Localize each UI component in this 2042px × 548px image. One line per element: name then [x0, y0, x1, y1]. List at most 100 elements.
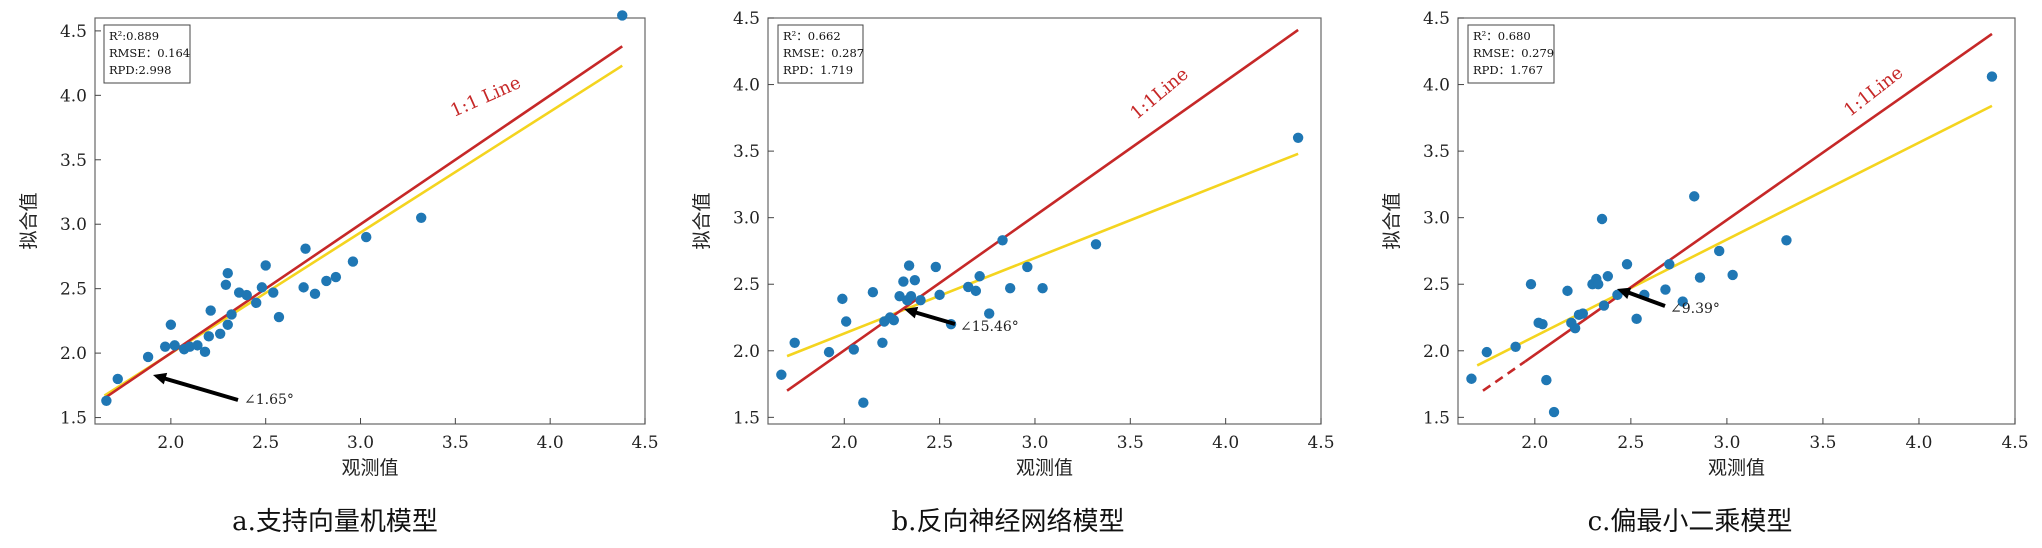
panel-a-x-tick-label: 3.0 — [347, 433, 374, 453]
panel-b-data-point — [997, 235, 1008, 246]
panel-b-data-point — [840, 316, 852, 327]
panel-a: 2.0 2.5 3.0 3.5 4.0 4.5 1.5 2.0 2.5 3.0 3.5 4.0 4.5 观… — [18, 10, 659, 537]
panel-a-data-point — [298, 282, 309, 293]
panel-a-x-tick-label: 2.0 — [157, 433, 184, 453]
panel-c-data-point — [1727, 269, 1738, 281]
panel-c-y-tick-label: 3.0 — [1423, 209, 1450, 229]
panel-b-data-point — [930, 261, 942, 273]
panel-b-data-point — [848, 344, 860, 355]
panel-c-plot-frame — [1457, 17, 2016, 425]
panel-b-data-point — [894, 291, 905, 302]
panel-c-data-point — [1677, 296, 1688, 307]
panel-a-data-point — [347, 256, 359, 267]
panel-c-ref-line-label: 1:1Line — [1840, 62, 1907, 121]
panel-a-stats-box — [103, 24, 191, 84]
panel-a-y-tick-label: 2.0 — [60, 344, 87, 364]
panel-c-angle-label: ∠9.39° — [1670, 301, 1720, 317]
panel-b-data-point — [984, 308, 995, 319]
panel-c-data-point — [1541, 374, 1552, 386]
panel-c-data-point — [1596, 213, 1608, 225]
panel-c-data-point — [1466, 373, 1477, 384]
panel-c-ref-line-dashed — [1482, 360, 1526, 392]
panel-c-x-tick-label: 4.0 — [1905, 433, 1932, 453]
panel-b-data-point — [915, 295, 926, 306]
panel-c-y-tick-label: 1.5 — [1423, 408, 1450, 428]
panel-b-data-point — [903, 260, 915, 271]
panel-c-x-axis-title: 观测值 — [1708, 457, 1765, 479]
panel-c-x-tick-label: 3.5 — [1809, 433, 1836, 453]
panel-c-data-point — [1569, 322, 1581, 334]
panel-b-y-tick-label: 1.5 — [733, 408, 760, 428]
panel-b-data-point — [1037, 283, 1048, 294]
panel-a-stat-line: RPD:2.998 — [109, 63, 171, 77]
panel-b-data-point — [1292, 132, 1304, 144]
panel-c-data-point — [1510, 341, 1521, 352]
panel-a-data-point — [330, 271, 342, 283]
panel-b-data-point — [888, 314, 900, 326]
panel-c-data-point — [1537, 318, 1548, 330]
panel-b-data-point — [898, 276, 909, 287]
panel-c-stat-line: RMSE：0.279 — [1473, 46, 1554, 60]
panel-a-data-point — [256, 282, 268, 293]
panel-a-angle-arrow — [162, 376, 239, 402]
panel-a-x-tick-label: 4.0 — [537, 433, 564, 453]
panel-c-data-point — [1593, 279, 1604, 290]
panel-c-y-axis-title: 拟合值 — [1381, 192, 1403, 249]
panel-c-y-tick-label: 3.5 — [1423, 142, 1450, 162]
panel-a-x-axis-title: 观测值 — [341, 457, 398, 479]
panel-a-y-axis-title: 拟合值 — [18, 192, 40, 249]
panel-b-y-tick-label: 3.0 — [733, 209, 760, 229]
panel-b-data-point — [1022, 261, 1033, 273]
panel-c-y-tick-label: 4.5 — [1423, 9, 1450, 29]
panel-b-stat-line: RPD：1.719 — [783, 63, 853, 77]
panel-b-data-point — [789, 337, 800, 348]
panel-a-plot-frame — [94, 17, 646, 425]
panel-a-caption: a.支持向量机模型 — [232, 507, 438, 537]
panel-b-x-tick-label: 2.5 — [926, 433, 953, 453]
panel-c-angle-arrow — [1626, 290, 1666, 308]
panel-c-data-point — [1714, 245, 1725, 257]
panel-b-stat-line: RMSE：0.287 — [783, 46, 864, 60]
panel-c-x-tick-label: 4.5 — [2001, 433, 2028, 453]
panel-b-data-point — [837, 293, 848, 305]
panel-b-x-tick-label: 2.0 — [831, 433, 858, 453]
panel-c-data-point — [1781, 235, 1792, 246]
panel-c-data-point — [1525, 279, 1537, 290]
panel-c-data-point — [1660, 284, 1671, 295]
panel-b-data-point — [970, 285, 982, 297]
panel-a-data-point — [617, 10, 628, 21]
panel-c-x-tick-label: 3.0 — [1713, 433, 1740, 453]
panel-a-data-point — [321, 275, 332, 287]
panel-c-data-point — [1664, 259, 1675, 270]
panel-c-data-point — [1694, 272, 1706, 283]
panel-a-y-tick-label: 4.0 — [60, 86, 87, 106]
panel-a-data-point — [222, 319, 233, 330]
panel-c-data-point — [1986, 71, 1998, 82]
panel-a-x-tick-label: 4.5 — [631, 433, 658, 453]
panel-a-y-tick-label: 2.5 — [60, 280, 87, 300]
panel-c-y-tick-label: 2.0 — [1423, 342, 1450, 362]
panel-b-data-point — [909, 275, 921, 286]
panel-b: 2.0 2.5 3.0 3.5 4.0 4.5 1.5 2.0 2.5 3.0 3.5 4.0 4.5 观… — [691, 9, 1335, 537]
panel-a-data-point — [226, 309, 237, 320]
panel-c-data-point — [1631, 313, 1642, 325]
panel-c-data-point — [1612, 289, 1623, 301]
panel-a-y-tick-label: 3.0 — [60, 215, 87, 235]
panel-b-data-point — [963, 281, 974, 293]
panel-c-data-point — [1562, 285, 1573, 297]
panel-a-data-point — [361, 231, 372, 243]
panel-b-angle-arrow — [913, 310, 956, 326]
panel-b-plot-frame — [767, 17, 1322, 425]
panel-c-data-point — [1548, 406, 1560, 418]
panel-b-y-tick-label: 2.0 — [733, 342, 760, 362]
panel-a-data-point — [203, 331, 214, 342]
panel-a-x-tick-label: 3.5 — [442, 433, 469, 453]
panel-b-caption: b.反向神经网络模型 — [892, 507, 1125, 537]
panel-b-x-tick-label: 4.5 — [1307, 433, 1334, 453]
panel-c-x-tick-label: 2.5 — [1617, 433, 1644, 453]
panel-a-data-point — [268, 287, 279, 298]
panel-a-y-tick-label: 1.5 — [60, 409, 87, 429]
panel-b-data-point — [858, 397, 869, 408]
panel-b-fit-line — [786, 152, 1299, 358]
panel-c-caption: c.偏最小二乘模型 — [1588, 507, 1793, 537]
